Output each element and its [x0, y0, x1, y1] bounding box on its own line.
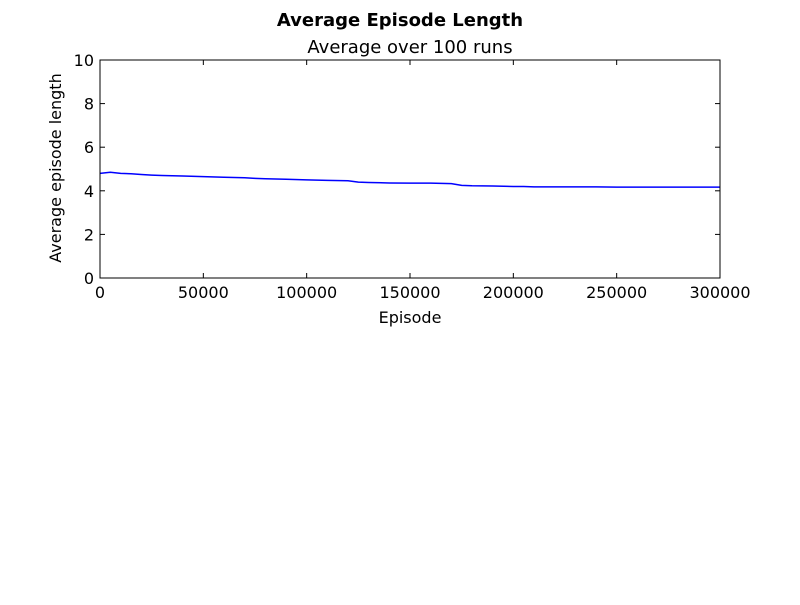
figure-suptitle: Average Episode Length	[277, 10, 523, 31]
x-tick-label: 150000	[379, 283, 440, 302]
x-tick-label: 50000	[178, 283, 229, 302]
x-axis-label: Episode	[379, 308, 442, 327]
chart-title: Average over 100 runs	[307, 37, 512, 58]
x-tick-label: 200000	[483, 283, 544, 302]
y-tick-label: 8	[84, 95, 94, 114]
x-tick-label: 250000	[586, 283, 647, 302]
plot-area	[99, 59, 721, 279]
x-tick-label: 100000	[276, 283, 337, 302]
series-line-0	[99, 171, 720, 188]
y-tick-label: 6	[84, 138, 94, 157]
axis-ticks: 0 50000 100000 150000 200000 250000 300000 0 2 4 6…	[74, 51, 751, 302]
y-tick-label: 10	[74, 51, 94, 70]
y-tick-label: 0	[84, 269, 94, 288]
x-tick-label: 0	[95, 283, 105, 302]
x-tick-label: 300000	[689, 283, 750, 302]
y-axis-label: Average episode length	[46, 73, 65, 262]
y-tick-label: 4	[84, 182, 94, 201]
axes-frame	[99, 59, 721, 279]
y-tick-label: 2	[84, 225, 94, 244]
